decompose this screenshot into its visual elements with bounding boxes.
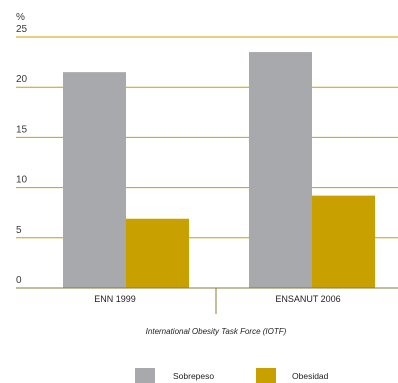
bars <box>63 52 375 289</box>
y-tick-label-10: 10 <box>16 175 28 186</box>
category-labels: ENN 1999 ENSANUT 2006 <box>94 294 340 304</box>
source-note: International Obesity Task Force (IOTF) <box>146 327 287 336</box>
legend-label-obesidad: Obesidad <box>292 371 329 381</box>
legend: Sobrepeso Obesidad <box>135 368 329 383</box>
category-label-0: ENN 1999 <box>94 294 136 304</box>
y-tick-label-20: 20 <box>16 74 28 85</box>
y-tick-label-15: 15 <box>16 124 28 135</box>
bar-obesidad-0 <box>126 218 189 288</box>
bar-obesidad-1 <box>312 195 375 288</box>
x-axis <box>16 287 398 314</box>
y-tick-label-5: 5 <box>16 225 22 236</box>
y-tick-label-0: 0 <box>16 275 22 286</box>
category-label-1: ENSANUT 2006 <box>275 294 340 304</box>
y-axis-label: % <box>16 12 25 23</box>
y-axis-ticks: 0 5 10 15 20 25 <box>16 24 28 286</box>
bar-sobrepeso-1 <box>249 52 312 289</box>
legend-label-sobrepeso: Sobrepeso <box>173 371 214 381</box>
legend-swatch-sobrepeso <box>135 368 155 383</box>
legend-swatch-obesidad <box>256 368 276 383</box>
y-tick-label-25: 25 <box>16 24 28 35</box>
bar-sobrepeso-0 <box>63 72 126 288</box>
